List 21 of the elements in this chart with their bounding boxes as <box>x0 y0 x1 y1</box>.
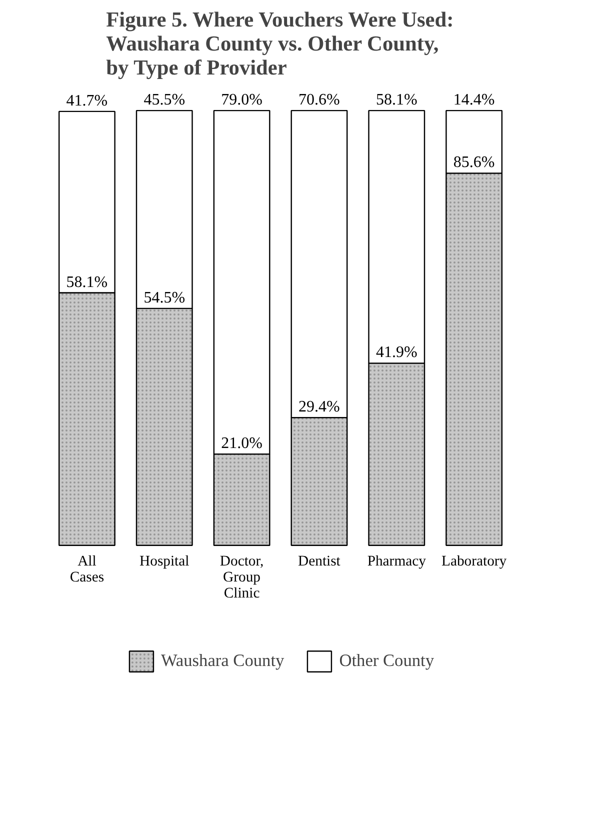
data-label: 85.6% <box>453 154 495 172</box>
data-label: 54.5% <box>144 289 186 306</box>
data-label: 79.0% <box>221 92 262 109</box>
legend-label: Waushara County <box>160 651 284 671</box>
x-tick-label: Doctor, Group Clinic <box>220 553 264 602</box>
x-tick-label: Pharmacy <box>367 553 427 570</box>
data-label: 41.7% <box>66 92 108 110</box>
x-tick-label: Hospital <box>140 553 190 570</box>
data-label: 29.4% <box>298 398 340 416</box>
data-label: 41.9% <box>376 344 418 362</box>
chart-title: Figure 5. Where Vouchers Were Used: Waushara County vs. Other County, by Type of Provider <box>106 8 454 80</box>
data-label: 21.0% <box>221 435 262 452</box>
data-label: 58.1% <box>66 274 108 291</box>
x-tick-label: Laboratory <box>441 553 508 570</box>
data-label: 14.4% <box>453 92 495 109</box>
data-label: 58.1% <box>376 92 418 109</box>
data-label: 70.6% <box>298 92 340 109</box>
x-tick-label: Dentist <box>298 553 340 570</box>
data-label: 45.5% <box>144 92 186 109</box>
legend-label: Other County <box>339 651 434 671</box>
x-tick-label: All Cases <box>70 553 104 586</box>
